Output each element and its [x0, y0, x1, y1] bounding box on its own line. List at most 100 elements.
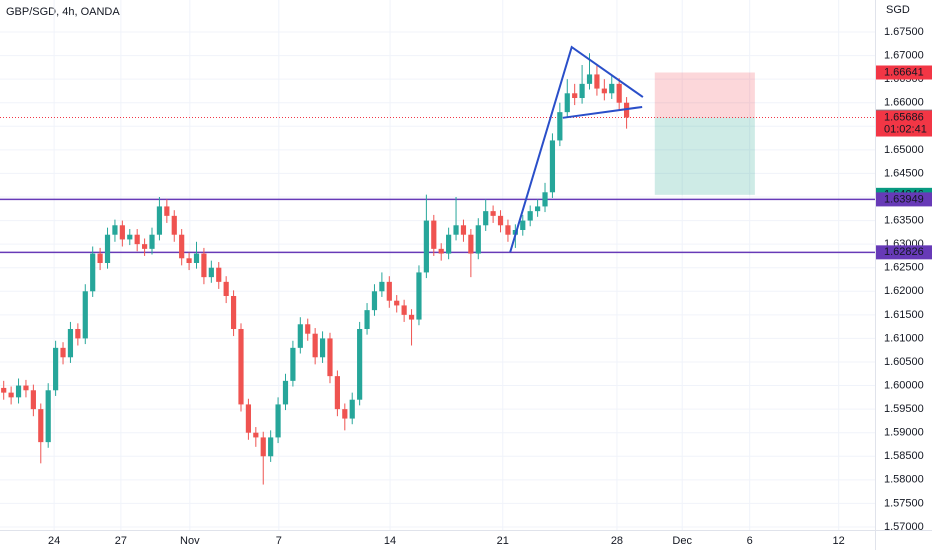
candle-body — [30, 390, 36, 410]
pattern-line — [509, 45, 644, 253]
candle-body — [416, 272, 422, 320]
candle-body — [90, 253, 96, 292]
price-badge — [876, 110, 932, 137]
x-tick-label: 28 — [611, 535, 623, 547]
candle-body — [238, 328, 244, 405]
price-badge — [876, 245, 932, 260]
x-tick-label: Dec — [672, 535, 692, 547]
y-tick-label: 1.64500 — [884, 167, 924, 179]
candle-body — [364, 310, 370, 329]
candle-body — [1, 387, 7, 393]
y-tick-label: 1.62500 — [884, 262, 924, 274]
candle-body — [15, 385, 22, 398]
candle-body — [520, 220, 526, 230]
candle-body — [38, 409, 44, 443]
price-badge-label: 1.63949 — [884, 193, 924, 205]
y-tick-label: 1.61000 — [884, 332, 924, 344]
candle-body — [171, 215, 177, 235]
price-badge — [876, 65, 932, 80]
candle-body — [564, 93, 570, 113]
x-tick-label: 21 — [497, 535, 509, 547]
candle-body — [67, 328, 74, 358]
candle-body — [616, 83, 622, 103]
candle-body — [82, 291, 88, 339]
candle-body — [386, 281, 392, 301]
candle-body — [497, 215, 504, 226]
candle-body — [572, 93, 578, 99]
y-tick-label: 1.57500 — [884, 497, 924, 509]
candle-body — [305, 324, 311, 334]
candle-body — [601, 88, 607, 94]
candle-body — [312, 333, 318, 358]
candle-body — [216, 267, 222, 282]
y-tick-label: 1.57000 — [884, 521, 924, 533]
y-tick-label: 1.67000 — [884, 49, 924, 61]
candle-body — [142, 244, 148, 249]
x-tick-label: 7 — [276, 535, 282, 547]
candle-body — [446, 234, 452, 254]
candle-body — [394, 300, 400, 306]
candle-body — [342, 409, 348, 419]
candle-body — [119, 225, 125, 240]
candle-body — [319, 338, 326, 358]
price-badge — [876, 192, 932, 207]
y-tick-label: 1.65000 — [884, 144, 924, 156]
candle-body — [245, 404, 252, 433]
candle-body — [505, 225, 511, 235]
candle-body — [475, 225, 481, 254]
candle-body — [104, 234, 111, 263]
candle-body — [423, 220, 429, 273]
candle-body — [623, 102, 630, 118]
y-tick-label: 1.58000 — [884, 474, 924, 486]
candle-body — [53, 347, 59, 391]
candle-body — [8, 392, 14, 398]
x-tick-label: 14 — [384, 535, 396, 547]
candle-body — [431, 220, 437, 249]
candle-body — [349, 399, 355, 419]
candle-body — [230, 295, 237, 329]
candle-body — [594, 74, 600, 89]
candle-body — [186, 258, 192, 263]
candle-body — [549, 140, 556, 193]
candle-body — [297, 324, 303, 348]
candle-body — [327, 338, 333, 377]
candle-body — [201, 253, 207, 278]
y-tick-label: 1.60500 — [884, 356, 924, 368]
target-zone — [654, 117, 755, 195]
price-badge-label: 1.62826 — [884, 246, 924, 258]
candle-body — [208, 267, 214, 278]
price-badge-label: 1.65686 — [884, 111, 924, 123]
candle-body — [371, 291, 378, 311]
candle-body — [535, 206, 541, 212]
candle-body — [290, 347, 296, 381]
candle-body — [408, 314, 415, 320]
currency-label: SGD — [886, 4, 910, 16]
candle-body — [164, 206, 170, 216]
candle-body — [23, 385, 29, 391]
candle-body — [275, 404, 281, 438]
candle-body — [460, 225, 467, 235]
y-tick-label: 1.63500 — [884, 214, 924, 226]
y-tick-label: 1.61500 — [884, 309, 924, 321]
countdown-label: 01:02:41 — [884, 123, 927, 135]
candle-body — [468, 234, 474, 254]
candle-body — [401, 305, 407, 315]
x-tick-label: Nov — [180, 535, 200, 547]
pattern-line — [562, 105, 643, 119]
x-tick-label: 24 — [48, 535, 60, 547]
candle-body — [586, 74, 593, 84]
candle-body — [453, 225, 459, 235]
candle-body — [179, 234, 185, 259]
x-tick-label: 12 — [833, 535, 845, 547]
candle-body — [357, 328, 363, 400]
candle-body — [438, 248, 444, 254]
candle-body — [149, 234, 155, 249]
candle-body — [557, 112, 563, 141]
candle-body — [260, 437, 266, 457]
symbol-title: GBP/SGD, 4h, OANDA — [6, 6, 120, 18]
candle-body — [527, 211, 533, 221]
x-tick-label: 6 — [747, 535, 753, 547]
candle-body — [282, 380, 289, 405]
